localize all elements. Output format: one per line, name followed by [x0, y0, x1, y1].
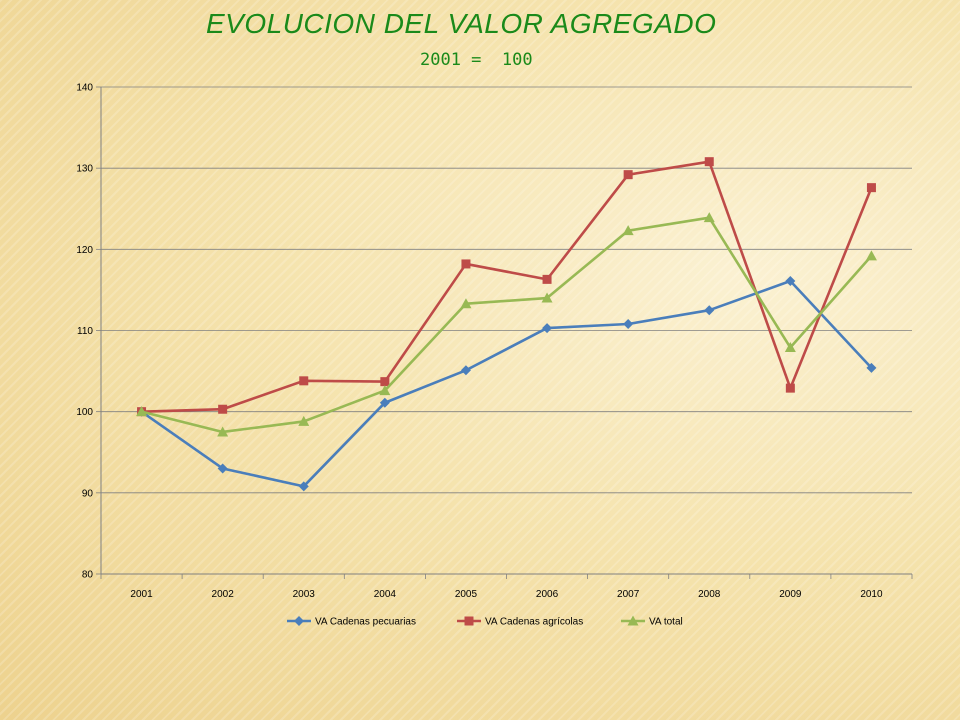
legend-marker-3 — [627, 615, 639, 626]
y-tick-label-110: 110 — [77, 326, 93, 337]
x-tick-label-2010: 2010 — [860, 589, 883, 600]
data-point-3-2010 — [865, 250, 877, 261]
data-point-1-2003 — [298, 481, 309, 492]
series-line-3 — [141, 216, 873, 434]
series-group — [136, 157, 877, 492]
series-line-2 — [141, 160, 873, 413]
data-point-2-2007 — [623, 170, 633, 180]
data-point-3-2006 — [541, 292, 553, 303]
legend-label-3: VA total — [649, 617, 683, 628]
y-tick-label-120: 120 — [76, 245, 93, 256]
y-tick-label-90: 90 — [82, 488, 94, 499]
x-tick-label-2001: 2001 — [130, 589, 153, 600]
data-point-2-2005 — [461, 259, 471, 269]
data-point-2-2010 — [866, 183, 876, 193]
x-tick-label-2002: 2002 — [212, 589, 235, 600]
gridlines — [101, 86, 912, 494]
x-tick-label-2007: 2007 — [617, 589, 640, 600]
series-2 — [137, 157, 876, 417]
data-point-3-2001 — [136, 406, 148, 417]
data-point-2-2009 — [785, 383, 795, 393]
x-tick-label-2006: 2006 — [536, 589, 559, 600]
data-point-1-2006 — [542, 323, 553, 334]
series-line-1 — [140, 279, 873, 488]
y-tick-label-100: 100 — [76, 407, 93, 418]
chart-area-background — [35, 73, 933, 645]
y-tick-label-130: 130 — [76, 164, 93, 175]
data-point-1-2008 — [704, 305, 715, 316]
data-point-2-2004 — [380, 377, 390, 387]
data-point-1-2004 — [379, 397, 390, 408]
data-point-2-2008 — [704, 157, 714, 167]
slide-subtitle: 2001 = 100 — [420, 50, 533, 70]
data-point-1-2005 — [460, 365, 471, 376]
legend-marker-1 — [294, 616, 304, 626]
data-point-3-2009 — [784, 342, 796, 353]
data-point-2-2003 — [299, 376, 309, 386]
legend-label-1: VA Cadenas pecuarias — [315, 617, 416, 628]
x-tick-label-2008: 2008 — [698, 589, 721, 600]
legend-marker-2 — [464, 616, 474, 626]
legend: VA Cadenas pecuarias VA Cadenas agrícolas… — [287, 615, 683, 628]
y-tick-label-140: 140 — [76, 83, 93, 94]
legend-label-2: VA Cadenas agrícolas — [485, 617, 583, 628]
x-tick-label-2005: 2005 — [455, 589, 478, 600]
data-point-2-2002 — [218, 404, 228, 414]
data-point-1-2010 — [866, 362, 877, 373]
x-tick-label-2004: 2004 — [374, 589, 397, 600]
data-point-2-2006 — [542, 274, 552, 284]
slide-title: EVOLUCION DEL VALOR AGREGADO — [206, 8, 717, 39]
data-point-3-2005 — [460, 298, 472, 309]
data-point-3-2008 — [703, 212, 715, 223]
data-point-1-2007 — [623, 319, 634, 330]
axes: 80 90 100 110 120 130 140 2001 2002 2003 2004 2005 2… — [76, 83, 913, 600]
data-point-3-2003 — [298, 415, 310, 426]
data-point-1-2002 — [217, 463, 228, 474]
data-point-3-2004 — [379, 385, 391, 396]
series-3 — [136, 212, 877, 437]
x-tick-label-2003: 2003 — [293, 589, 316, 600]
x-tick-label-2009: 2009 — [779, 589, 802, 600]
data-point-3-2007 — [622, 225, 634, 236]
y-tick-label-80: 80 — [82, 570, 94, 581]
data-point-3-2002 — [217, 426, 229, 437]
data-point-1-2009 — [785, 275, 796, 286]
